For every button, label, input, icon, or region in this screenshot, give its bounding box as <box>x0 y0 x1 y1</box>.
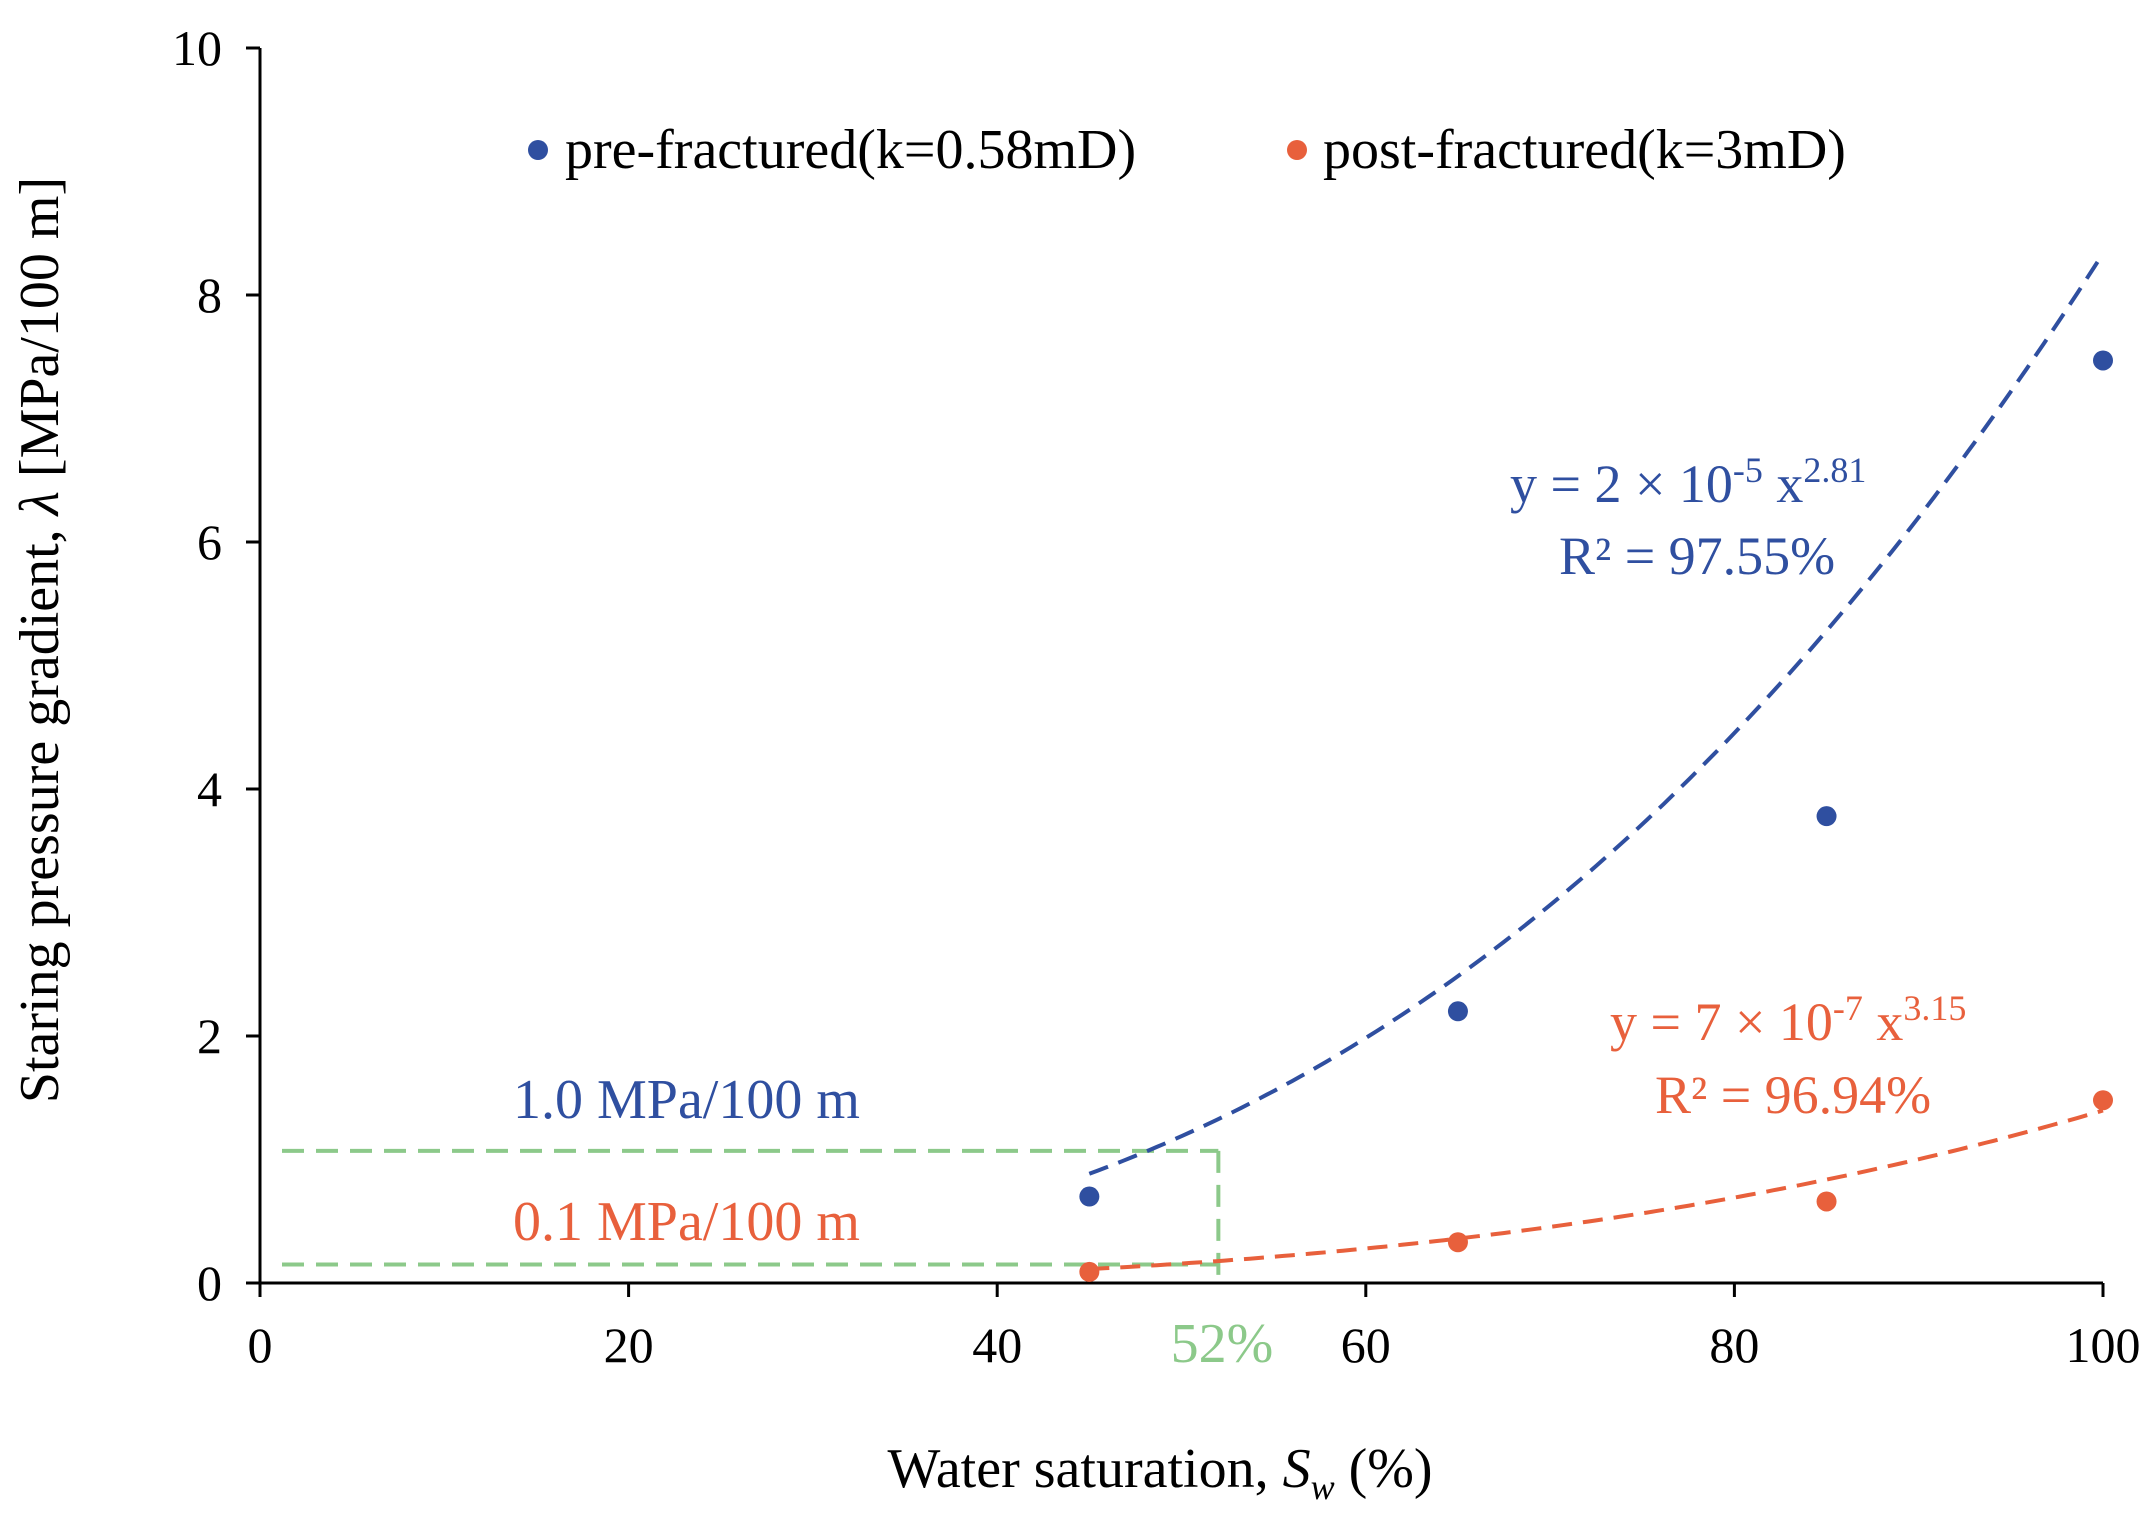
y-tick-label-4: 4 <box>197 761 222 817</box>
y-tick-label-10: 10 <box>172 20 222 76</box>
trendline-0 <box>1088 252 2105 1176</box>
data-point-s0-2 <box>1816 806 1837 827</box>
threshold-label-0-1: 0.1 MPa/100 m <box>513 1191 860 1253</box>
axes: 0 20 40 60 80 100 0 2 4 6 8 10 <box>172 20 2141 1373</box>
legend-label-pre-fractured: pre-fractured(k=0.58mD) <box>565 119 1136 181</box>
y-tick-label-8: 8 <box>197 267 222 323</box>
data-point-s1-2 <box>1816 1191 1837 1212</box>
r2-text-post-fractured: R² = 96.94% <box>1655 1065 1931 1125</box>
threshold-label-1-0: 1.0 MPa/100 m <box>513 1069 860 1131</box>
legend: pre-fractured(k=0.58mD) post-fractured(k… <box>528 119 1846 181</box>
x-tick-label-60: 60 <box>1341 1317 1391 1373</box>
trendline-1 <box>1089 1108 2104 1272</box>
x-tick-label-40: 40 <box>972 1317 1022 1373</box>
y-tick-label-2: 2 <box>197 1008 222 1064</box>
data-point-s0-3 <box>2093 350 2113 371</box>
x-tick-label-20: 20 <box>604 1317 654 1373</box>
x-axis-title: Water saturation, Sw (%) <box>887 1438 1432 1507</box>
y-tick-label-6: 6 <box>197 514 222 570</box>
x-tick-label-100: 100 <box>2066 1317 2141 1373</box>
data-point-s1-3 <box>2093 1090 2113 1111</box>
equation-text-post-fractured: y = 7 × 10-7 x3.15 <box>1610 988 1966 1052</box>
data-point-s1-1 <box>1447 1232 1468 1253</box>
equation-pre-fractured: y = 2 × 10-5 x2.81 R² = 97.55% <box>1510 450 1866 586</box>
legend-label-post-fractured: post-fractured(k=3mD) <box>1323 119 1846 181</box>
threshold-x-label: 52% <box>1171 1313 1274 1375</box>
data-points <box>1079 350 2113 1282</box>
y-axis-title: Staring pressure gradient, λ [MPa/100 m] <box>9 177 71 1103</box>
data-point-s0-0 <box>1079 1186 1100 1207</box>
equation-post-fractured: y = 7 × 10-7 x3.15 R² = 96.94% <box>1610 988 1966 1125</box>
trendlines <box>1088 252 2105 1272</box>
y-tick-label-0: 0 <box>197 1255 222 1311</box>
x-tick-label-80: 80 <box>1709 1317 1759 1373</box>
data-point-s1-0 <box>1079 1261 1100 1282</box>
legend-marker-post-fractured <box>1287 140 1307 160</box>
r2-text-pre-fractured: R² = 97.55% <box>1559 526 1835 586</box>
equation-text-pre-fractured: y = 2 × 10-5 x2.81 <box>1510 450 1866 514</box>
legend-marker-pre-fractured <box>528 140 548 160</box>
data-point-s0-1 <box>1447 1001 1468 1022</box>
x-tick-label-0: 0 <box>248 1317 273 1373</box>
